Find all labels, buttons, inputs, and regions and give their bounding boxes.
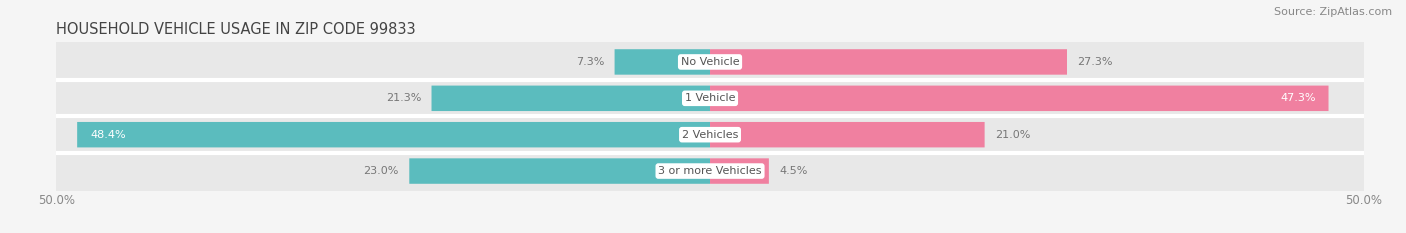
Text: 27.3%: 27.3%: [1077, 57, 1114, 67]
FancyBboxPatch shape: [55, 78, 1365, 118]
FancyBboxPatch shape: [710, 49, 1067, 75]
Text: HOUSEHOLD VEHICLE USAGE IN ZIP CODE 99833: HOUSEHOLD VEHICLE USAGE IN ZIP CODE 9983…: [56, 22, 416, 37]
FancyBboxPatch shape: [55, 42, 1365, 82]
Text: 3 or more Vehicles: 3 or more Vehicles: [658, 166, 762, 176]
Text: No Vehicle: No Vehicle: [681, 57, 740, 67]
Text: 21.3%: 21.3%: [385, 93, 420, 103]
FancyBboxPatch shape: [55, 115, 1365, 155]
Text: 2 Vehicles: 2 Vehicles: [682, 130, 738, 140]
FancyBboxPatch shape: [432, 86, 710, 111]
Text: 23.0%: 23.0%: [363, 166, 399, 176]
FancyBboxPatch shape: [614, 49, 710, 75]
Text: 4.5%: 4.5%: [779, 166, 807, 176]
FancyBboxPatch shape: [55, 151, 1365, 191]
Text: 48.4%: 48.4%: [90, 130, 127, 140]
Text: Source: ZipAtlas.com: Source: ZipAtlas.com: [1274, 7, 1392, 17]
Text: 21.0%: 21.0%: [995, 130, 1031, 140]
FancyBboxPatch shape: [409, 158, 710, 184]
FancyBboxPatch shape: [77, 122, 710, 147]
Text: 7.3%: 7.3%: [575, 57, 605, 67]
Text: 1 Vehicle: 1 Vehicle: [685, 93, 735, 103]
Text: 47.3%: 47.3%: [1279, 93, 1316, 103]
FancyBboxPatch shape: [710, 158, 769, 184]
FancyBboxPatch shape: [710, 86, 1329, 111]
FancyBboxPatch shape: [710, 122, 984, 147]
